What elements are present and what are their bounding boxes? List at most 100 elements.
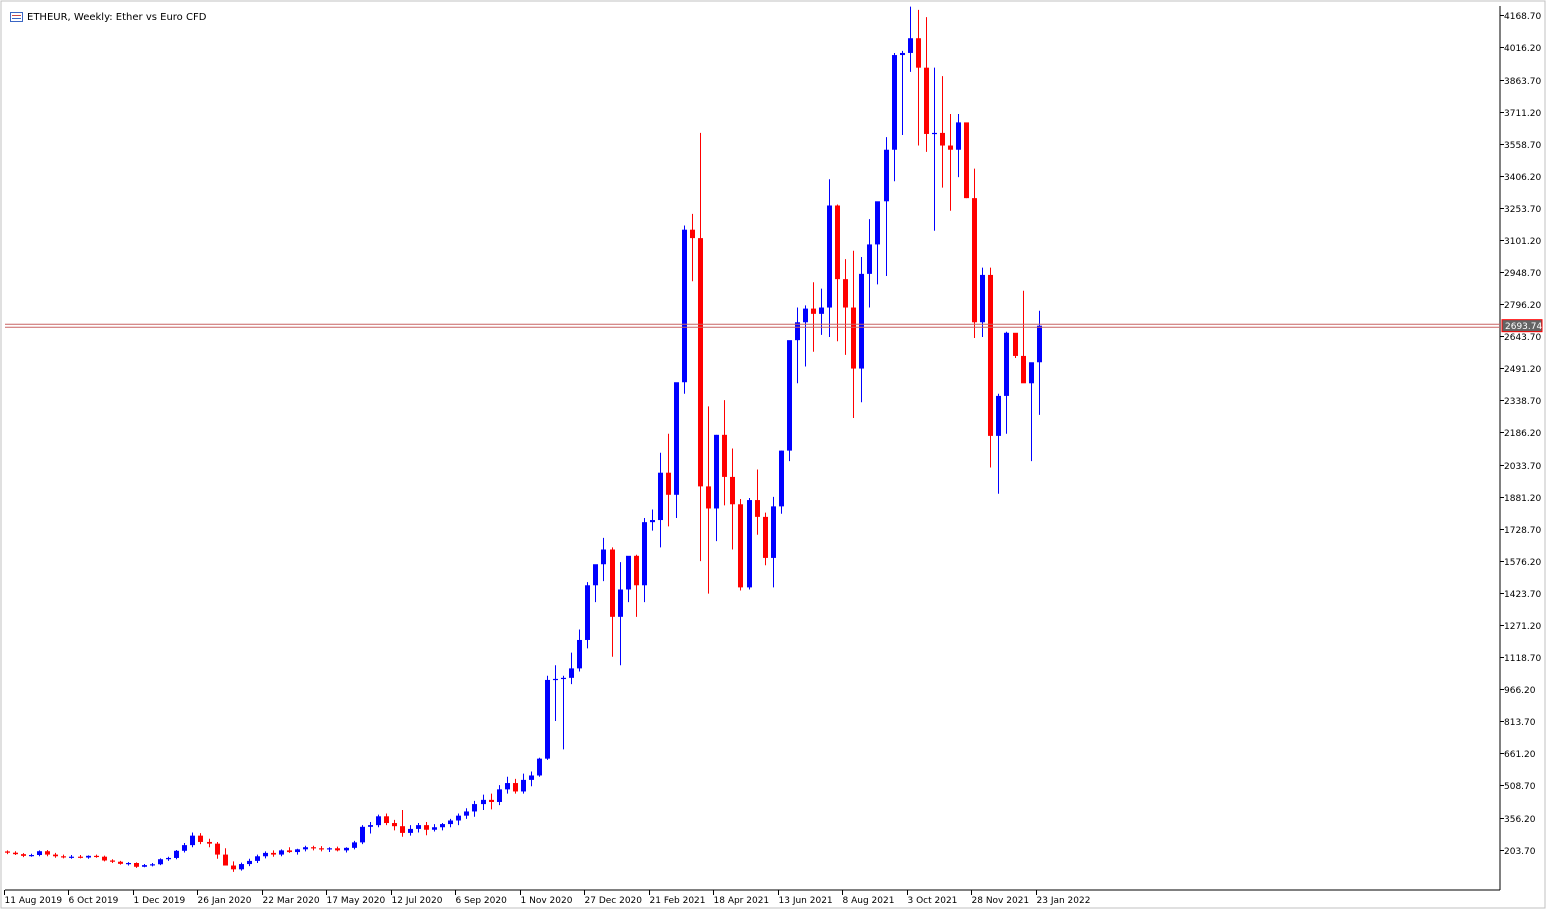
bear-candle[interactable] bbox=[916, 9, 921, 146]
bull-candle[interactable] bbox=[892, 52, 897, 182]
plot-area[interactable] bbox=[5, 6, 1042, 872]
bear-candle[interactable] bbox=[1021, 290, 1026, 384]
bull-candle[interactable] bbox=[505, 776, 510, 794]
bull-candle[interactable] bbox=[618, 562, 623, 666]
bear-candle[interactable] bbox=[722, 400, 727, 506]
bull-candle[interactable] bbox=[601, 537, 606, 582]
bull-candle[interactable] bbox=[448, 818, 453, 828]
bull-candle[interactable] bbox=[561, 675, 566, 750]
bull-candle[interactable] bbox=[650, 509, 655, 531]
bear-candle[interactable] bbox=[61, 854, 66, 859]
bull-candle[interactable] bbox=[900, 50, 905, 136]
bear-candle[interactable] bbox=[730, 448, 735, 550]
bull-candle[interactable] bbox=[295, 848, 300, 855]
bull-candle[interactable] bbox=[368, 821, 373, 834]
bear-candle[interactable] bbox=[134, 862, 139, 868]
bull-candle[interactable] bbox=[867, 219, 872, 308]
bull-candle[interactable] bbox=[884, 137, 889, 276]
bull-candle[interactable] bbox=[577, 629, 582, 672]
bear-candle[interactable] bbox=[811, 282, 816, 352]
bear-candle[interactable] bbox=[384, 813, 389, 826]
bull-candle[interactable] bbox=[376, 814, 381, 828]
bull-candle[interactable] bbox=[779, 450, 784, 514]
bear-candle[interactable] bbox=[666, 433, 671, 527]
bull-candle[interactable] bbox=[875, 201, 880, 285]
bull-candle[interactable] bbox=[86, 855, 91, 859]
bull-candle[interactable] bbox=[593, 564, 598, 603]
bull-candle[interactable] bbox=[771, 496, 776, 588]
bear-candle[interactable] bbox=[215, 841, 220, 859]
bear-candle[interactable] bbox=[634, 554, 639, 617]
bull-candle[interactable] bbox=[158, 858, 163, 866]
bull-candle[interactable] bbox=[787, 340, 792, 462]
bear-candle[interactable] bbox=[964, 122, 969, 199]
bull-candle[interactable] bbox=[803, 305, 808, 367]
bear-candle[interactable] bbox=[110, 859, 115, 864]
bear-candle[interactable] bbox=[311, 845, 316, 851]
bear-candle[interactable] bbox=[207, 838, 212, 848]
bear-candle[interactable] bbox=[690, 213, 695, 282]
bull-candle[interactable] bbox=[529, 771, 534, 787]
bear-candle[interactable] bbox=[118, 860, 123, 865]
bear-candle[interactable] bbox=[706, 406, 711, 594]
bull-candle[interactable] bbox=[247, 858, 252, 867]
bull-candle[interactable] bbox=[537, 757, 542, 777]
bear-candle[interactable] bbox=[198, 833, 203, 845]
bear-candle[interactable] bbox=[610, 547, 615, 657]
bear-candle[interactable] bbox=[5, 850, 10, 855]
bear-candle[interactable] bbox=[94, 854, 99, 858]
bull-candle[interactable] bbox=[456, 813, 461, 826]
bull-candle[interactable] bbox=[1029, 362, 1034, 462]
bull-candle[interactable] bbox=[263, 851, 268, 859]
bear-candle[interactable] bbox=[513, 778, 518, 794]
bear-candle[interactable] bbox=[335, 846, 340, 852]
bull-candle[interactable] bbox=[150, 863, 155, 867]
bull-candle[interactable] bbox=[190, 832, 195, 848]
bear-candle[interactable] bbox=[698, 132, 703, 562]
bear-candle[interactable] bbox=[924, 17, 929, 152]
bull-candle[interactable] bbox=[29, 853, 34, 857]
bull-candle[interactable] bbox=[352, 840, 357, 850]
bull-candle[interactable] bbox=[932, 67, 937, 231]
bull-candle[interactable] bbox=[626, 555, 631, 603]
bull-candle[interactable] bbox=[303, 845, 308, 852]
bear-candle[interactable] bbox=[763, 512, 768, 566]
bear-candle[interactable] bbox=[13, 851, 18, 856]
bull-candle[interactable] bbox=[166, 856, 171, 861]
bull-candle[interactable] bbox=[279, 849, 284, 857]
bear-candle[interactable] bbox=[223, 848, 228, 866]
bull-candle[interactable] bbox=[658, 452, 663, 548]
bull-candle[interactable] bbox=[344, 847, 349, 853]
bull-candle[interactable] bbox=[642, 517, 647, 603]
bear-candle[interactable] bbox=[843, 259, 848, 355]
bull-candle[interactable] bbox=[497, 785, 502, 806]
bear-candle[interactable] bbox=[21, 853, 26, 858]
bull-candle[interactable] bbox=[553, 665, 558, 721]
bear-candle[interactable] bbox=[400, 809, 405, 837]
bull-candle[interactable] bbox=[1004, 331, 1009, 434]
bear-candle[interactable] bbox=[835, 204, 840, 342]
bull-candle[interactable] bbox=[69, 855, 74, 859]
bear-candle[interactable] bbox=[231, 861, 236, 872]
bear-candle[interactable] bbox=[45, 849, 50, 857]
bull-candle[interactable] bbox=[714, 434, 719, 542]
bear-candle[interactable] bbox=[53, 852, 58, 858]
bear-candle[interactable] bbox=[851, 250, 856, 419]
bull-candle[interactable] bbox=[464, 808, 469, 819]
bear-candle[interactable] bbox=[988, 267, 993, 468]
bull-candle[interactable] bbox=[440, 823, 445, 831]
bull-candle[interactable] bbox=[521, 773, 526, 794]
bull-candle[interactable] bbox=[432, 824, 437, 832]
bear-candle[interactable] bbox=[102, 855, 107, 862]
bull-candle[interactable] bbox=[545, 675, 550, 760]
bear-candle[interactable] bbox=[319, 846, 324, 852]
bull-candle[interactable] bbox=[182, 843, 187, 853]
bear-candle[interactable] bbox=[424, 821, 429, 836]
bull-candle[interactable] bbox=[585, 582, 590, 649]
bull-candle[interactable] bbox=[472, 800, 477, 817]
bull-candle[interactable] bbox=[174, 849, 179, 860]
bear-candle[interactable] bbox=[948, 113, 953, 211]
bull-candle[interactable] bbox=[908, 6, 913, 72]
bear-candle[interactable] bbox=[271, 850, 276, 857]
bear-candle[interactable] bbox=[738, 499, 743, 591]
